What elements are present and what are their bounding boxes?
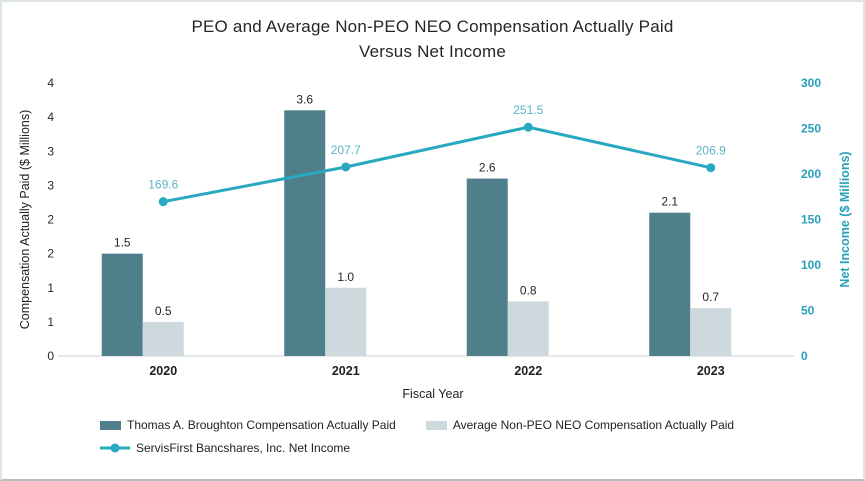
bar-peo-2020 <box>101 253 143 356</box>
line-point-label: 206.9 <box>696 144 726 158</box>
legend-label-netincome: ServisFirst Bancshares, Inc. Net Income <box>136 441 351 455</box>
bar-nonpeo-2022 <box>507 301 549 356</box>
legend-item-nonpeo: Average Non-PEO NEO Compensation Actuall… <box>425 418 735 432</box>
bar-label: 3.6 <box>296 92 313 106</box>
right-axis-tick: 0 <box>801 349 808 363</box>
left-axis-tick: 2 <box>47 213 54 227</box>
right-axis-tick: 50 <box>801 304 815 318</box>
line-point-label: 251.5 <box>513 103 543 117</box>
bar-label: 0.7 <box>702 290 719 304</box>
right-axis-tick: 200 <box>801 167 821 181</box>
chart-title-line2: Versus Net Income <box>358 42 507 61</box>
bar-peo-2022 <box>466 178 508 356</box>
legend-label-peo: Thomas A. Broughton Compensation Actuall… <box>127 418 396 432</box>
bar-label: 1.0 <box>337 270 354 284</box>
line-point-2020 <box>158 197 168 207</box>
line-point-label: 169.6 <box>148 178 178 192</box>
net-income-line <box>161 125 713 204</box>
bar-label: 0.8 <box>520 283 537 297</box>
bar-nonpeo-2021 <box>325 287 367 356</box>
left-axis-tick: 1 <box>47 281 54 295</box>
legend-line-marker-icon <box>100 443 130 453</box>
left-axis-tick: 1 <box>47 315 54 329</box>
bar-nonpeo-2020 <box>142 321 184 356</box>
left-axis-tick: 4 <box>47 76 54 90</box>
right-axis-tick: 300 <box>801 76 821 90</box>
left-axis-tick: 3 <box>47 178 54 192</box>
line-point-label: 207.7 <box>331 143 361 157</box>
right-axis-tick: 100 <box>801 258 821 272</box>
bar-peo-2023 <box>649 212 691 356</box>
legend-item-netincome: ServisFirst Bancshares, Inc. Net Income <box>100 441 350 455</box>
bar-label: 2.1 <box>661 195 678 209</box>
x-tick-2020: 2020 <box>149 364 177 378</box>
x-tick-2021: 2021 <box>332 364 360 378</box>
legend-label-nonpeo: Average Non-PEO NEO Compensation Actuall… <box>452 418 735 432</box>
left-axis-tick: 4 <box>47 110 54 124</box>
legend-swatch-peo-icon <box>100 420 121 430</box>
legend: Thomas A. Broughton Compensation Actuall… <box>100 418 810 455</box>
bar-label: 1.5 <box>114 236 131 250</box>
left-axis-title: Compensation Actually Paid ($ Millions) <box>18 110 32 330</box>
bar-peo-2021 <box>284 110 326 356</box>
left-axis-tick: 3 <box>47 144 54 158</box>
bar-label: 2.6 <box>479 161 496 175</box>
chart-title-line1: PEO and Average Non-PEO NEO Compensation… <box>191 17 674 36</box>
right-axis-tick: 250 <box>801 122 821 136</box>
left-axis-tick: 2 <box>47 247 54 261</box>
line-point-2021 <box>341 162 351 172</box>
bar-label: 0.5 <box>155 304 172 318</box>
x-axis-title: Fiscal Year <box>402 387 463 401</box>
right-axis-tick: 150 <box>801 213 821 227</box>
right-axis-title: Net Income ($ Millions) <box>838 151 852 287</box>
legend-item-peo: Thomas A. Broughton Compensation Actuall… <box>100 418 396 432</box>
x-tick-2022: 2022 <box>514 364 542 378</box>
bar-nonpeo-2023 <box>690 308 732 356</box>
chart-title: PEO and Average Non-PEO NEO Compensation… <box>2 14 863 64</box>
left-axis-tick: 0 <box>47 349 54 363</box>
chart-canvas: 0 1 1 2 2 3 3 4 4 0 50 100 150 200 250 300 Compensation … <box>18 76 852 401</box>
line-point-2022 <box>523 122 533 132</box>
line-point-2023 <box>706 163 716 173</box>
legend-swatch-nonpeo-icon <box>425 420 447 430</box>
x-tick-2023: 2023 <box>697 364 725 378</box>
